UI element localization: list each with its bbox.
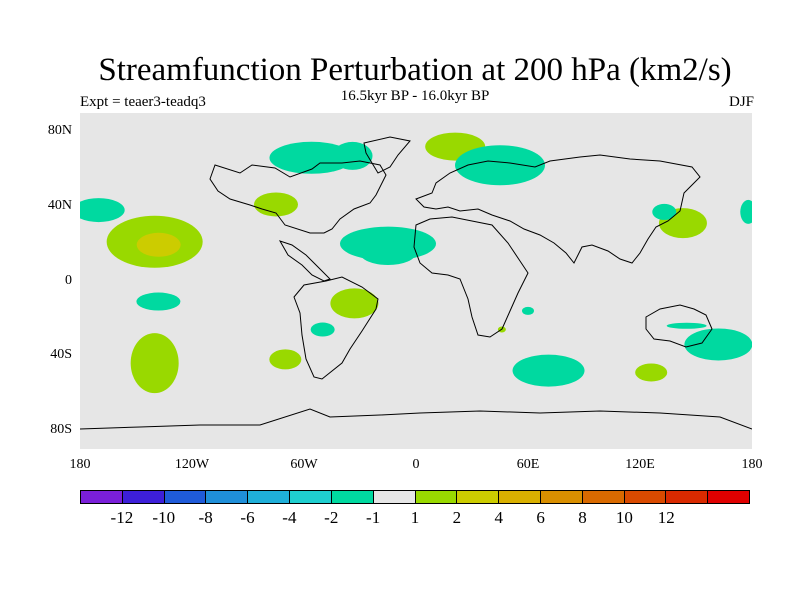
anomaly-australia-north xyxy=(666,322,707,329)
lon-tick-label: 180 xyxy=(741,457,763,472)
colorbar-label: -8 xyxy=(198,508,213,527)
anomaly-south-pacific-positive xyxy=(130,333,179,394)
colorbar-swatch xyxy=(373,491,416,503)
colorbar-swatch xyxy=(415,491,458,503)
anomaly-west-pacific-edge xyxy=(80,198,125,223)
colorbar-swatch xyxy=(290,491,332,503)
africa-coast xyxy=(413,216,529,338)
anomaly-south-america-positive xyxy=(330,288,379,319)
colorbar-swatch xyxy=(708,491,749,503)
lon-tick-label: 180 xyxy=(69,457,91,472)
lat-tick-label: 80N xyxy=(47,123,72,138)
experiment-label: Expt = teaer3-teadq3 xyxy=(80,94,206,110)
lat-tick-label: 40S xyxy=(50,347,72,362)
colorbar-label: -1 xyxy=(366,508,381,527)
anomaly-south-indian-positive xyxy=(635,363,668,382)
colorbar-swatch xyxy=(206,491,249,503)
anomaly-patagonia-positive xyxy=(269,349,302,370)
anomaly-greenland-blob xyxy=(332,141,373,170)
anomaly-south-pacific-1 xyxy=(136,292,181,311)
australia-coast xyxy=(645,304,713,348)
colorbar-swatch xyxy=(164,491,207,503)
north-america-coast xyxy=(209,160,387,234)
anomaly-indian-ocean-negative xyxy=(512,354,585,387)
lon-tick-label: 0 xyxy=(412,457,420,472)
lon-tick-label: 60E xyxy=(516,457,540,472)
central-america-coast xyxy=(278,240,331,282)
colorbar-label: -10 xyxy=(152,508,176,527)
lat-tick-label: 80S xyxy=(50,422,72,437)
anomaly-north-america-high xyxy=(269,141,354,174)
colorbar-label: 12 xyxy=(657,508,675,527)
anomaly-madagascar-negative xyxy=(522,306,534,315)
anomaly-japan-negative xyxy=(652,203,677,220)
europe-coast xyxy=(415,154,701,264)
colorbar-swatch xyxy=(331,491,374,503)
colorbar-swatch xyxy=(499,491,541,503)
anomaly-core-east-pacific xyxy=(136,232,181,257)
map-plot xyxy=(80,113,752,449)
lon-tick-label: 120E xyxy=(625,457,655,472)
colorbar-swatch xyxy=(122,491,165,503)
greenland-coast xyxy=(363,136,411,174)
season-label: DJF xyxy=(728,94,754,110)
south-america-coast xyxy=(293,276,379,380)
colorbar-label: 1 xyxy=(410,508,420,527)
anomaly-australia-southeast xyxy=(684,328,752,361)
anomaly-africa-west xyxy=(360,241,416,265)
chart-title: Streamfunction Perturbation at 200 hPa (… xyxy=(98,52,732,88)
colorbar-label: -4 xyxy=(282,508,297,527)
lat-tick-label: 40N xyxy=(47,198,72,213)
colorbar-label: 4 xyxy=(494,508,504,527)
coastlines xyxy=(80,136,752,430)
colorbar-label: 2 xyxy=(452,508,462,527)
map-background xyxy=(80,113,752,449)
colorbar-label: 10 xyxy=(615,508,633,527)
anomaly-layer xyxy=(80,132,752,394)
chart-subtitle: 16.5kyr BP - 16.0kyr BP xyxy=(340,88,490,104)
colorbar-label: 8 xyxy=(578,508,587,527)
colorbar-label: -2 xyxy=(324,508,339,527)
colorbar-swatch xyxy=(666,491,709,503)
lat-tick-label: 0 xyxy=(65,273,72,288)
colorbar-swatch xyxy=(624,491,667,503)
colorbar-swatch xyxy=(81,491,123,503)
colorbar-swatch xyxy=(457,491,500,503)
colorbar-label: 6 xyxy=(536,508,545,527)
anomaly-atlantic-low xyxy=(254,192,298,217)
anomaly-eurasia-blob xyxy=(455,145,545,186)
colorbar-label: -6 xyxy=(240,508,255,527)
antarctica-coast xyxy=(80,408,752,430)
colorbar-swatch xyxy=(582,491,625,503)
lon-tick-label: 120W xyxy=(174,457,210,472)
colorbar-label: -12 xyxy=(110,508,134,527)
colorbar-swatch xyxy=(540,491,583,503)
anomaly-pacific-edge-east xyxy=(740,199,752,224)
colorbar xyxy=(80,490,750,504)
anomaly-argentina-negative xyxy=(310,322,335,337)
lon-tick-label: 60W xyxy=(290,457,318,472)
colorbar-swatch xyxy=(248,491,291,503)
